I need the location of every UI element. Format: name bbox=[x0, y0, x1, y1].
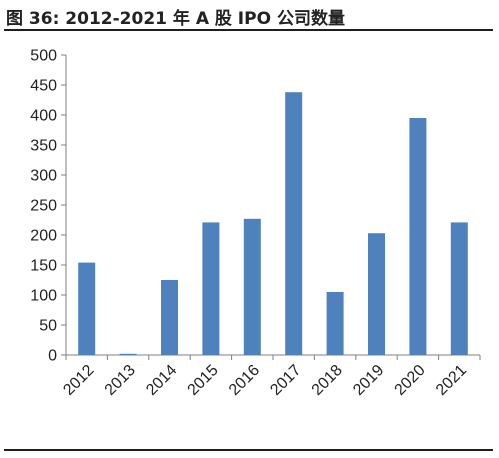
x-tick-label: 2019 bbox=[350, 362, 387, 399]
bar-2020 bbox=[409, 118, 427, 355]
bar-2016 bbox=[243, 218, 261, 355]
y-tick-label: 150 bbox=[30, 258, 57, 275]
bar-2021 bbox=[450, 222, 468, 355]
y-tick-label: 500 bbox=[30, 48, 57, 65]
y-tick-label: 200 bbox=[30, 228, 57, 245]
figure-title: 图 36: 2012-2021 年 A 股 IPO 公司数量 bbox=[6, 9, 345, 29]
y-tick-label: 350 bbox=[30, 138, 57, 155]
x-tick-label: 2015 bbox=[185, 362, 222, 399]
y-axis: 0 50 100 150 200 250 300 350 400 450 500 bbox=[30, 48, 67, 365]
x-tick-label: 2017 bbox=[267, 362, 304, 399]
y-tick-label: 300 bbox=[30, 168, 57, 185]
bar-2014 bbox=[161, 280, 178, 355]
x-tick-label: 2016 bbox=[226, 362, 263, 399]
bottom-rule bbox=[4, 449, 493, 451]
y-tick-label: 50 bbox=[39, 318, 57, 335]
y-tick-label: 450 bbox=[30, 78, 57, 95]
x-tick-label: 2018 bbox=[309, 362, 346, 399]
y-tick-label: 400 bbox=[30, 108, 57, 125]
x-tick-label: 2020 bbox=[392, 362, 429, 399]
x-tick-label: 2014 bbox=[143, 362, 180, 399]
x-tick-label: 2012 bbox=[60, 362, 97, 399]
bar-2019 bbox=[368, 233, 385, 355]
x-axis: 2012 2013 2014 2015 2016 2017 2018 2019 2020 2021 bbox=[60, 354, 481, 399]
bar-2012 bbox=[78, 262, 96, 355]
y-tick-label: 0 bbox=[48, 348, 57, 365]
x-tick-label: 2013 bbox=[102, 362, 139, 399]
y-tick-label: 250 bbox=[30, 198, 57, 215]
y-tick-label: 100 bbox=[30, 288, 57, 305]
bar-2018 bbox=[326, 292, 344, 355]
bar-2017 bbox=[285, 92, 303, 355]
x-tick-label: 2021 bbox=[433, 362, 470, 399]
bars bbox=[78, 92, 468, 355]
top-rule bbox=[4, 29, 493, 31]
bar-2015 bbox=[202, 222, 220, 355]
bar-2013 bbox=[119, 353, 137, 355]
